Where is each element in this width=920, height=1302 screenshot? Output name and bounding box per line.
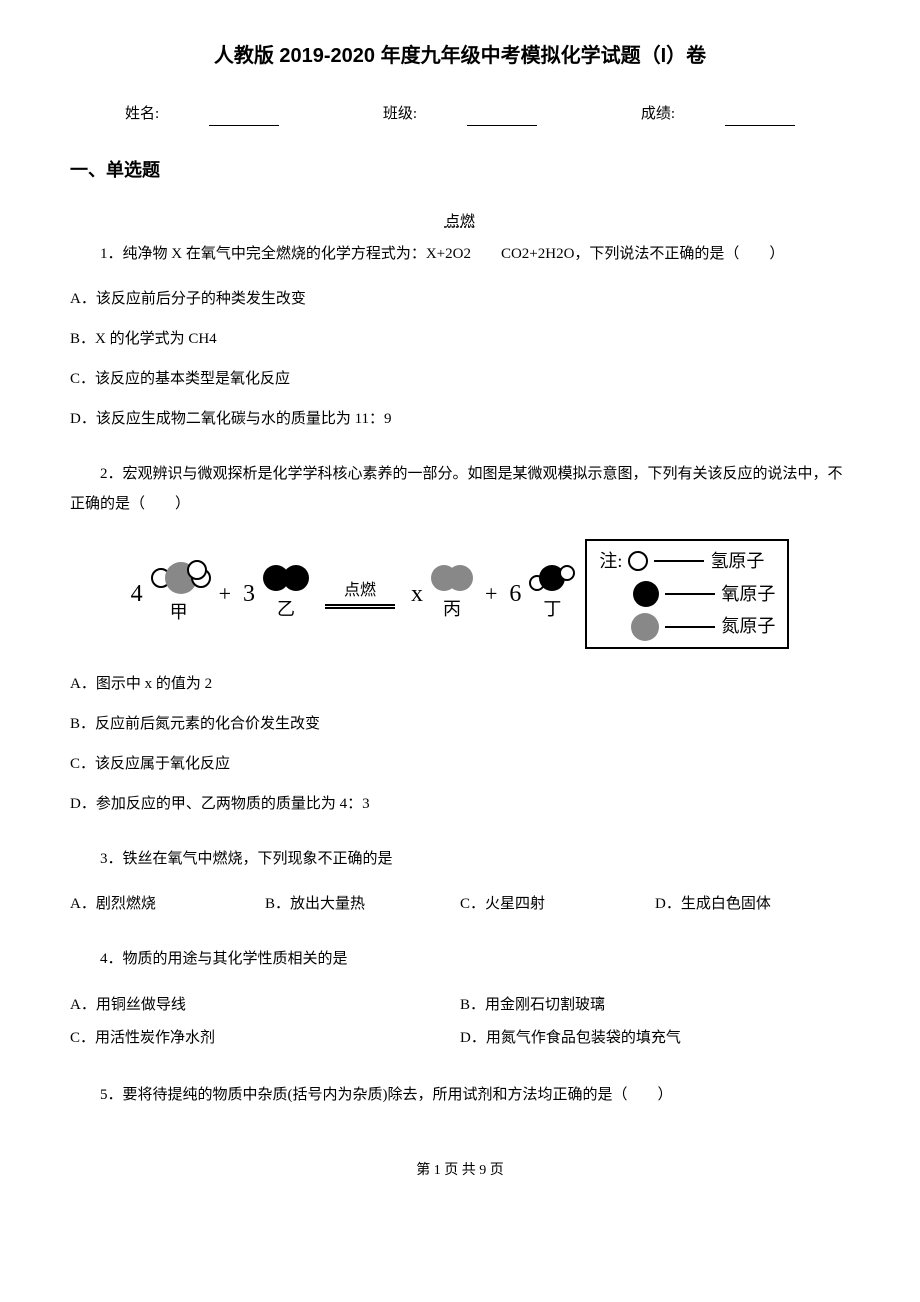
atom-n-icon — [447, 565, 473, 591]
legend-line-icon — [665, 626, 715, 628]
q3-option-b: B．放出大量热 — [265, 889, 460, 919]
q2-option-a: A．图示中 x 的值为 2 — [70, 669, 850, 699]
q1-option-c: C．该反应的基本类型是氧化反应 — [70, 364, 850, 394]
equation: 4 甲 + 3 乙 点燃 — [131, 562, 576, 627]
molecule-bing: 丙 — [431, 565, 473, 624]
question-3: 3．铁丝在氧气中燃烧，下列现象不正确的是 A．剧烈燃烧 B．放出大量热 C．火星… — [70, 844, 850, 919]
class-label: 班级: — [383, 106, 417, 122]
molecule-ding: 丁 — [529, 565, 575, 624]
question-2: 2．宏观辨识与微观探析是化学学科核心素养的一部分。如图是某微观模拟示意图，下列有… — [70, 459, 850, 819]
arrow-label: 点燃 — [344, 578, 376, 604]
q1-option-d: D．该反应生成物二氧化碳与水的质量比为 11：9 — [70, 404, 850, 434]
q1-option-b: B．X 的化学式为 CH4 — [70, 324, 850, 354]
question-1: 点燃 1．纯净物 X 在氧气中完全燃烧的化学方程式为：X+2O2 CO2+2H2… — [70, 210, 850, 434]
q3-text: 3．铁丝在氧气中燃烧，下列现象不正确的是 — [70, 844, 850, 874]
atom-o-icon — [283, 565, 309, 591]
name-blank[interactable] — [209, 108, 279, 126]
molecule-yi: 乙 — [263, 565, 309, 624]
coef-ding: 6 — [509, 575, 521, 613]
label-jia: 甲 — [170, 598, 188, 627]
legend-n-label: 氮原子 — [721, 612, 775, 641]
legend-line-icon — [665, 593, 715, 595]
q2-option-d: D．参加反应的甲、乙两物质的质量比为 4：3 — [70, 789, 850, 819]
q1-text: 1．纯净物 X 在氧气中完全燃烧的化学方程式为：X+2O2 CO2+2H2O，下… — [70, 239, 850, 269]
q3-options: A．剧烈燃烧 B．放出大量热 C．火星四射 D．生成白色固体 — [70, 889, 850, 919]
q2-option-b: B．反应前后氮元素的化合价发生改变 — [70, 709, 850, 739]
atom-o-icon — [633, 581, 659, 607]
score-field: 成绩: — [616, 106, 820, 122]
q4-option-a: A．用铜丝做导线 — [70, 989, 460, 1022]
question-5: 5．要将待提纯的物质中杂质(括号内为杂质)除去，所用试剂和方法均正确的是（ ） — [70, 1080, 850, 1110]
q2-text: 2．宏观辨识与微观探析是化学学科核心素养的一部分。如图是某微观模拟示意图，下列有… — [70, 459, 850, 519]
name-field: 姓名: — [100, 106, 308, 122]
coef-jia: 4 — [131, 575, 143, 613]
atom-n-icon — [631, 613, 659, 641]
page-footer: 第 1 页 共 9 页 — [70, 1160, 850, 1182]
molecule-jia: 甲 — [151, 562, 207, 627]
reaction-arrow-icon: 点燃 — [325, 578, 395, 610]
atom-h-icon — [559, 565, 575, 581]
q2-diagram: 4 甲 + 3 乙 点燃 — [70, 539, 850, 649]
class-field: 班级: — [358, 106, 566, 122]
question-4: 4．物质的用途与其化学性质相关的是 A．用铜丝做导线 B．用金刚石切割玻璃 C．… — [70, 944, 850, 1055]
q3-option-a: A．剧烈燃烧 — [70, 889, 265, 919]
legend-line-icon — [654, 560, 704, 562]
coef-bing: x — [411, 575, 423, 613]
label-yi: 乙 — [277, 595, 295, 624]
plus-icon: + — [219, 576, 231, 611]
label-ding: 丁 — [543, 595, 561, 624]
atom-h-icon — [628, 551, 648, 571]
coef-yi: 3 — [243, 575, 255, 613]
legend-box: 注: 氢原子 氧原子 氮原子 — [585, 539, 789, 649]
legend-o-label: 氧原子 — [721, 580, 775, 609]
class-blank[interactable] — [467, 108, 537, 126]
legend-title: 注: — [599, 547, 622, 576]
name-label: 姓名: — [125, 106, 159, 122]
q4-option-c: C．用活性炭作净水剂 — [70, 1022, 460, 1055]
label-bing: 丙 — [443, 595, 461, 624]
section-single-choice: 一、单选题 — [70, 156, 850, 185]
score-blank[interactable] — [725, 108, 795, 126]
q1-annotation-text: 点燃 — [445, 214, 475, 230]
info-line: 姓名: 班级: 成绩: — [70, 102, 850, 126]
q3-option-c: C．火星四射 — [460, 889, 655, 919]
legend-h-label: 氢原子 — [710, 547, 764, 576]
q4-option-b: B．用金刚石切割玻璃 — [460, 989, 850, 1022]
q5-text: 5．要将待提纯的物质中杂质(括号内为杂质)除去，所用试剂和方法均正确的是（ ） — [70, 1080, 850, 1110]
score-label: 成绩: — [641, 106, 675, 122]
q4-option-d: D．用氮气作食品包装袋的填充气 — [460, 1022, 850, 1055]
q1-option-a: A．该反应前后分子的种类发生改变 — [70, 284, 850, 314]
atom-h-icon — [187, 560, 207, 580]
q4-options: A．用铜丝做导线 B．用金刚石切割玻璃 C．用活性炭作净水剂 D．用氮气作食品包… — [70, 989, 850, 1055]
page-title: 人教版 2019-2020 年度九年级中考模拟化学试题（I）卷 — [70, 40, 850, 72]
q4-text: 4．物质的用途与其化学性质相关的是 — [70, 944, 850, 974]
q1-annotation: 点燃 — [70, 210, 850, 234]
q3-option-d: D．生成白色固体 — [655, 889, 850, 919]
q2-option-c: C．该反应属于氧化反应 — [70, 749, 850, 779]
plus-icon: + — [485, 576, 497, 611]
